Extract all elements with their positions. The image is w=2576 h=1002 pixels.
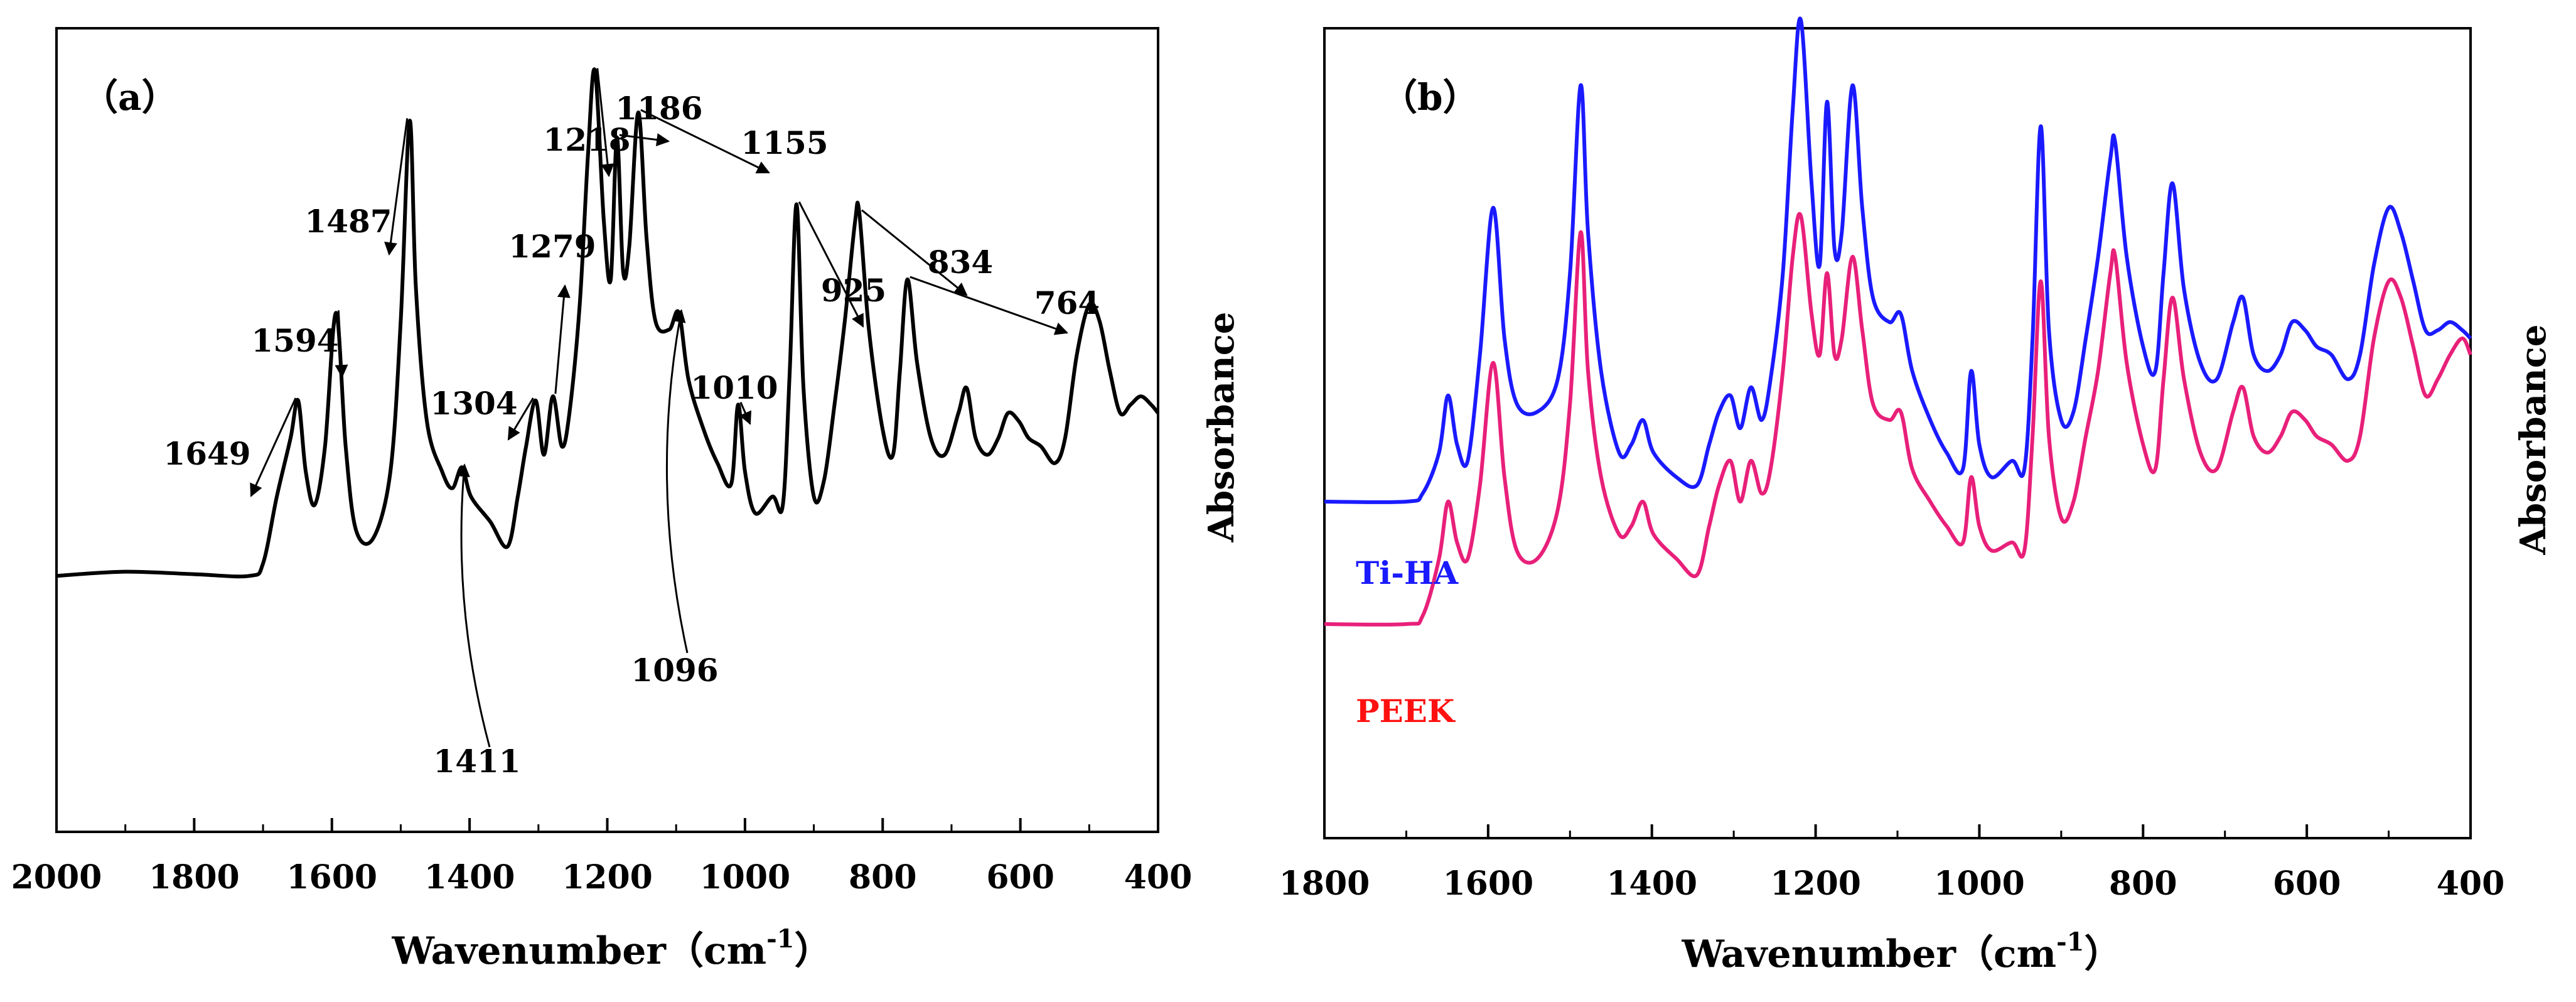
annotation-label-1155: 1155 (741, 124, 828, 161)
series-label-peek: PEEK (1356, 692, 1456, 730)
annotation-arrow-764 (910, 276, 1068, 335)
annotation-label-1218: 1218 (543, 121, 630, 158)
y-axis-title-a: Absorbance (1201, 312, 1242, 543)
annotation-label-1096: 1096 (631, 652, 718, 689)
x-tick-label-b-400: 400 (2437, 865, 2505, 903)
annotation-arrow-1010 (739, 401, 752, 425)
x-tick-label-a-600: 600 (986, 858, 1055, 897)
x-axis-ticks-a (55, 818, 1159, 832)
panel-label-b: （b） (1381, 76, 1479, 119)
annotation-label-1279: 1279 (508, 228, 596, 265)
x-tick-label-b-600: 600 (2273, 865, 2341, 903)
annotation-arrow-1649 (250, 397, 297, 497)
x-tick-label-a-2000: 2000 (11, 858, 102, 897)
annotation-label-1304: 1304 (430, 385, 517, 422)
x-tick-label-a-1200: 1200 (562, 858, 653, 897)
annotation-arrow-1155 (640, 109, 770, 174)
annotation-arrow-1096 (665, 309, 689, 654)
y-axis-title-b: Absorbance (2513, 325, 2554, 556)
annotation-arrow-1304 (507, 397, 534, 441)
x-axis-title-a: Wavenumber（cm-1） (391, 924, 832, 973)
x-tick-label-a-1800: 1800 (149, 858, 240, 897)
annotation-arrow-1218 (596, 68, 614, 178)
series-label-ti-ha: Ti-HA (1356, 554, 1459, 591)
annotation-label-764: 764 (1034, 284, 1100, 321)
panel-label-a: （a） (82, 76, 178, 119)
x-axis-tick-labels-b: 1800 1600 1400 1200 1000 800 600 400 (1279, 865, 2505, 903)
x-axis-ticks-b (1323, 824, 2472, 838)
annotation-label-925: 925 (821, 272, 886, 309)
annotation-label-1594: 1594 (251, 322, 338, 359)
x-tick-label-b-1200: 1200 (1770, 865, 1861, 903)
x-tick-label-a-800: 800 (849, 858, 917, 897)
x-tick-label-b-1000: 1000 (1934, 865, 2025, 903)
x-tick-label-a-400: 400 (1124, 858, 1193, 897)
chart-panel-a: 2000 1800 1600 1400 1200 1000 800 600 400 1649 15… (11, 27, 1242, 973)
annotation-label-1411: 1411 (433, 743, 520, 780)
annotation-arrow-1279 (554, 284, 571, 394)
x-tick-label-b-1600: 1600 (1442, 865, 1533, 903)
annotation-arrow-925 (798, 201, 864, 328)
x-tick-label-a-1400: 1400 (424, 858, 515, 897)
series-line-ti-ha (1324, 16, 2472, 504)
plot-frame-b (1323, 27, 2472, 839)
annotation-label-1010: 1010 (690, 369, 778, 406)
x-tick-label-b-1400: 1400 (1606, 865, 1697, 903)
x-tick-label-a-1600: 1600 (286, 858, 377, 897)
annotation-label-1487: 1487 (304, 203, 392, 240)
x-tick-label-b-800: 800 (2109, 865, 2177, 903)
x-tick-label-b-1800: 1800 (1279, 865, 1370, 903)
x-axis-title-b: Wavenumber（cm-1） (1681, 927, 2122, 976)
annotation-arrow-1594 (335, 310, 348, 379)
annotation-arrow-1487 (384, 118, 409, 256)
annotation-label-1186: 1186 (615, 90, 702, 127)
annotation-arrow-1186 (619, 133, 670, 147)
series-line-spectrum-a (56, 67, 1160, 579)
annotation-label-1649: 1649 (163, 435, 250, 472)
annotation-label-834: 834 (928, 244, 993, 281)
annotation-arrow-1411 (456, 463, 491, 748)
series-line-peek (1324, 212, 2472, 627)
annotation-arrow-834 (861, 209, 968, 296)
x-axis-tick-labels-a: 2000 1800 1600 1400 1200 1000 800 600 400 (11, 858, 1193, 897)
chart-panel-b: 1800 1600 1400 1200 1000 800 600 400 Ti-HA PEEK… (1279, 16, 2554, 976)
x-tick-label-a-1000: 1000 (700, 858, 791, 897)
